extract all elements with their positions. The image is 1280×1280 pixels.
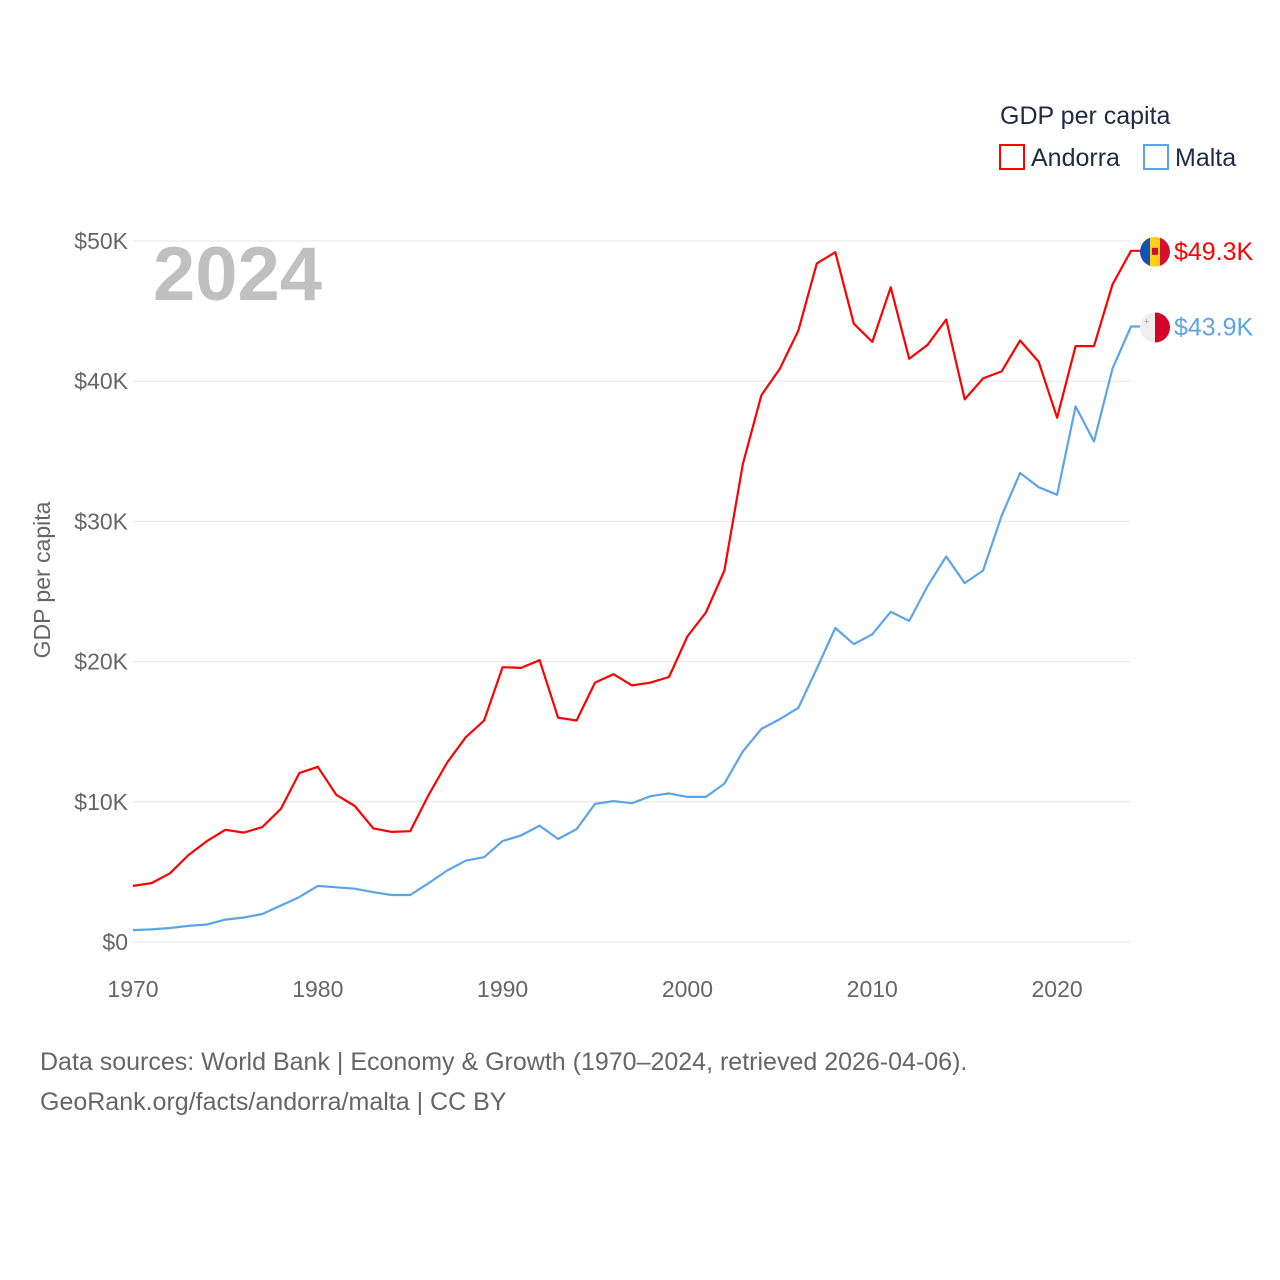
x-tick-label: 2010 <box>847 976 898 1002</box>
end-label-andorra: $49.3K <box>1174 238 1254 266</box>
y-tick-label: $0 <box>102 929 128 955</box>
end-labels: $49.3K + $43.9K <box>1140 236 1254 343</box>
series-lines <box>132 249 1140 932</box>
footer: Data sources: World Bank | Economy & Gro… <box>40 1042 967 1122</box>
legend: GDP per capita Andorra Malta <box>999 102 1236 172</box>
x-tick-label: 2000 <box>662 976 713 1002</box>
y-tick-label: $50K <box>74 228 128 254</box>
y-tick-label: $10K <box>74 789 128 815</box>
legend-swatch-malta[interactable] <box>1143 144 1169 170</box>
y-tick-label: $40K <box>74 368 128 394</box>
x-tick-label: 2020 <box>1031 976 1082 1002</box>
x-tick-label: 1980 <box>292 976 343 1002</box>
malta-flag-icon: + <box>1140 312 1170 343</box>
year-label: 2024 <box>153 232 322 317</box>
y-axis-label: GDP per capita <box>29 501 55 658</box>
x-tick-label: 1990 <box>477 976 528 1002</box>
y-tick-label: $30K <box>74 508 128 534</box>
gridlines <box>133 240 1130 943</box>
legend-title: GDP per capita <box>1000 102 1171 130</box>
source-link[interactable]: GeoRank.org/facts/andorra/malta | CC BY <box>40 1088 507 1116</box>
x-tick-label: 1970 <box>107 976 158 1002</box>
legend-label-malta[interactable]: Malta <box>1175 144 1236 172</box>
andorra-flag-icon <box>1140 236 1170 267</box>
series-line-malta[interactable] <box>132 325 1140 932</box>
legend-swatch-andorra[interactable] <box>999 144 1025 170</box>
series-line-andorra[interactable] <box>132 249 1140 887</box>
x-axis-ticks: 1970 1980 1990 2000 2010 2020 <box>107 976 1082 1002</box>
data-sources: Data sources: World Bank | Economy & Gro… <box>40 1048 968 1076</box>
y-tick-label: $20K <box>74 649 128 675</box>
svg-text:+: + <box>1144 317 1149 327</box>
end-label-malta: $43.9K <box>1174 314 1254 342</box>
legend-label-andorra[interactable]: Andorra <box>1031 144 1120 172</box>
y-axis-ticks: $0 $10K $20K $30K $40K $50K <box>74 228 128 955</box>
